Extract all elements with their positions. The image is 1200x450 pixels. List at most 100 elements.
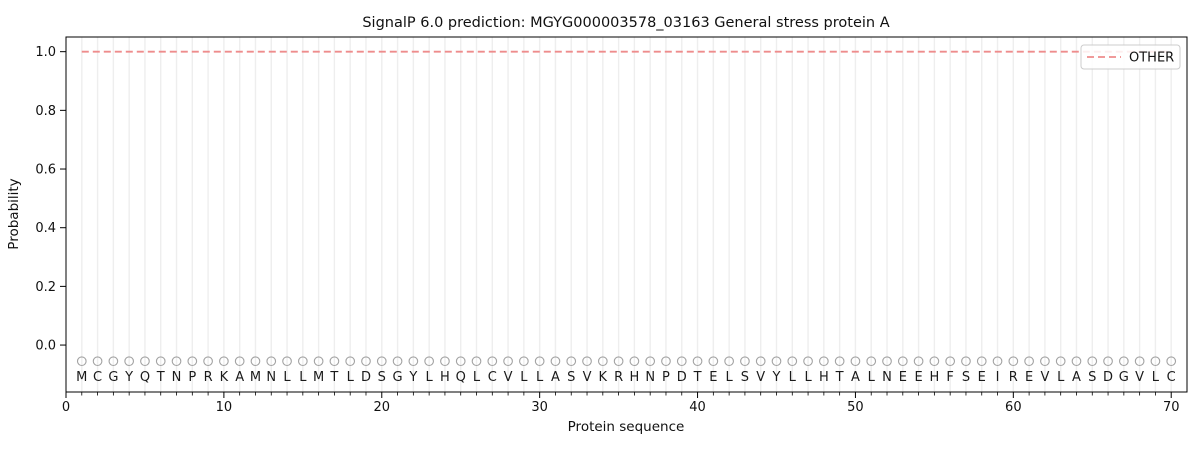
sequence-letter: Y	[124, 370, 133, 385]
legend-label: OTHER	[1129, 51, 1174, 66]
sequence-letter: A	[235, 370, 244, 385]
residue-marker	[866, 356, 877, 367]
sequence-letter: L	[726, 370, 734, 385]
sequence-letter: D	[1103, 370, 1113, 385]
residue-marker	[834, 356, 845, 367]
residue-marker	[992, 356, 1003, 367]
sequence-letter: K	[599, 370, 608, 385]
residue-marker	[455, 356, 466, 367]
residue-marker	[282, 356, 292, 367]
sequence-letter: K	[220, 370, 229, 385]
residue-marker	[250, 356, 261, 367]
sequence-letter: E	[914, 370, 922, 385]
sequence-letter: C	[1167, 370, 1176, 385]
residue-marker	[219, 356, 229, 367]
residue-marker	[724, 356, 734, 367]
sequence-letter: H	[929, 370, 939, 385]
sequence-letter: E	[709, 370, 717, 385]
sequence-letter: R	[1009, 370, 1018, 385]
sequence-letter: S	[1088, 370, 1096, 385]
sequence-letter: S	[962, 370, 970, 385]
sequence-letter: G	[393, 370, 403, 385]
residue-marker	[471, 356, 482, 367]
residue-marker	[771, 356, 782, 367]
residue-marker	[913, 356, 924, 367]
residue-marker	[329, 356, 340, 367]
sequence-letter: M	[250, 370, 261, 385]
residue-marker	[661, 356, 671, 367]
sequence-letter: L	[347, 370, 355, 385]
residue-marker	[440, 356, 450, 367]
residue-marker	[787, 356, 798, 367]
sequence-letter: R	[614, 370, 623, 385]
residue-marker	[1071, 356, 1082, 367]
y-tick-label: 0.0	[35, 339, 56, 354]
sequence-letter: Y	[408, 370, 417, 385]
sequence-letter: H	[819, 370, 829, 385]
chart-title: SignalP 6.0 prediction: MGYG000003578_03…	[362, 15, 889, 31]
residue-marker	[613, 356, 624, 367]
residue-marker	[108, 356, 119, 367]
sequence-letter: V	[583, 370, 592, 385]
y-tick-label: 0.6	[35, 163, 56, 178]
residue-marker	[819, 356, 829, 367]
residue-marker	[740, 356, 750, 367]
residue-marker	[487, 356, 498, 367]
residue-marker	[1087, 356, 1098, 367]
residue-marker	[1166, 356, 1177, 367]
sequence-letter: L	[473, 370, 481, 385]
sequence-letter: H	[440, 370, 450, 385]
sequence-letter: M	[313, 370, 324, 385]
sequence-letter: R	[204, 370, 213, 385]
residue-marker	[850, 356, 861, 367]
residue-marker	[519, 356, 529, 367]
sequence-letter: T	[693, 370, 702, 385]
y-axis-label: Probability	[6, 178, 22, 249]
sequence-letter: N	[645, 370, 655, 385]
residue-marker	[392, 356, 403, 367]
residue-marker	[408, 356, 419, 367]
sequence-letter: L	[520, 370, 528, 385]
sequence-letter: P	[188, 370, 196, 385]
x-tick-label: 0	[62, 400, 70, 415]
sequence-letter: P	[662, 370, 670, 385]
x-tick-label: 70	[1163, 400, 1180, 415]
residue-marker	[203, 356, 213, 367]
residue-marker	[945, 356, 956, 367]
residue-marker	[124, 356, 135, 367]
residue-marker	[1055, 356, 1066, 367]
sequence-letter: M	[76, 370, 87, 385]
sequence-letter: Q	[140, 370, 150, 385]
legend-box	[1080, 44, 1181, 70]
sequence-letter: V	[504, 370, 513, 385]
residue-marker	[976, 356, 987, 367]
residue-marker	[1118, 356, 1129, 367]
residue-marker	[76, 356, 87, 367]
sequence-letter: F	[946, 370, 953, 385]
residue-marker	[1040, 356, 1050, 367]
sequence-letter: G	[108, 370, 118, 385]
residue-marker	[297, 356, 308, 367]
sequence-letter: L	[868, 370, 876, 385]
residue-marker	[629, 356, 640, 367]
residue-marker	[140, 356, 150, 367]
plot-frame	[65, 36, 1188, 393]
residue-marker	[187, 356, 198, 367]
sequence-letter: L	[804, 370, 812, 385]
sequence-letter: L	[1057, 370, 1065, 385]
residue-marker	[597, 356, 608, 367]
residue-marker	[424, 356, 434, 367]
sequence-letter: A	[551, 370, 560, 385]
sequence-letter: L	[426, 370, 434, 385]
residue-marker	[582, 356, 592, 367]
y-axis-ticks: 0.0 0.2 0.4 0.6 0.8 1.0	[35, 45, 66, 354]
x-tick-label: 50	[847, 400, 864, 415]
sequence-letter: T	[156, 370, 165, 385]
residue-marker	[566, 356, 577, 367]
sequence-letter: N	[882, 370, 892, 385]
sequence-letter: A	[851, 370, 860, 385]
residue-marker	[692, 356, 703, 367]
sequence-letter: C	[488, 370, 497, 385]
